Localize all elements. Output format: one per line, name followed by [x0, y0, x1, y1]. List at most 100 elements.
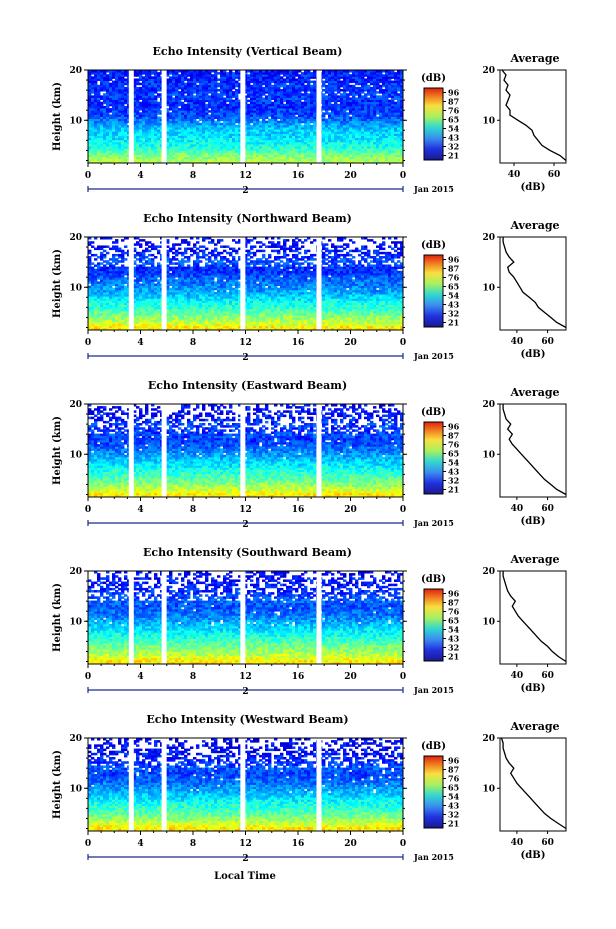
- x-tick-label: 0: [85, 171, 91, 181]
- x-tick-label: 16: [292, 171, 305, 181]
- day-label: 2: [242, 687, 248, 697]
- panel-title: Echo Intensity (Eastward Beam): [148, 379, 347, 392]
- x-tick-label: 0: [85, 839, 91, 849]
- y-axis-label: Height (km): [52, 750, 63, 819]
- avg-title: Average: [509, 553, 559, 566]
- avg-title: Average: [509, 52, 559, 65]
- month-year-label: Jan 2015: [413, 852, 454, 862]
- heatmap-cells: [88, 70, 403, 163]
- x-tick-label: 12: [239, 672, 252, 682]
- avg-frame: [500, 70, 566, 163]
- colorbar-tick-label: 21: [448, 819, 459, 829]
- x-tick-label: 8: [190, 505, 196, 515]
- x-tick-label: 0: [85, 505, 91, 515]
- day-label: 2: [242, 520, 248, 530]
- data-gap: [162, 571, 167, 664]
- colorbar: [424, 589, 443, 661]
- x-tick-label: 8: [190, 839, 196, 849]
- figure: Echo Intensity (Vertical Beam)2010Height…: [0, 0, 616, 929]
- heatmap-cells: [88, 237, 403, 330]
- avg-frame: [500, 738, 566, 831]
- panel-4: Echo Intensity (Westward Beam)2010Height…: [52, 713, 566, 864]
- y-axis-label: Height (km): [52, 249, 63, 318]
- data-gap: [317, 571, 322, 664]
- avg-profile-line: [502, 738, 567, 829]
- x-tick-label: 20: [344, 171, 357, 181]
- month-year-label: Jan 2015: [413, 518, 454, 528]
- x-tick-label: 0: [85, 672, 91, 682]
- avg-x-label: (dB): [521, 683, 546, 694]
- avg-y-tick-label: 10: [482, 283, 495, 293]
- y-tick-label: 10: [69, 116, 82, 126]
- data-gap: [240, 738, 245, 831]
- colorbar-unit: (dB): [421, 407, 446, 418]
- data-gap: [240, 571, 245, 664]
- avg-y-tick-label: 10: [482, 784, 495, 794]
- y-axis-label: Height (km): [52, 82, 63, 151]
- y-tick-label: 10: [69, 283, 82, 293]
- avg-x-label: (dB): [521, 182, 546, 193]
- avg-title: Average: [509, 386, 559, 399]
- x-tick-label: 12: [239, 338, 252, 348]
- y-tick-label: 20: [69, 233, 82, 243]
- avg-y-tick-label: 20: [482, 734, 495, 744]
- data-gap: [317, 738, 322, 831]
- avg-title: Average: [509, 720, 559, 733]
- x-tick-label: 4: [137, 672, 143, 682]
- avg-y-tick-label: 20: [482, 400, 495, 410]
- y-axis-label: Height (km): [52, 583, 63, 652]
- colorbar-unit: (dB): [421, 240, 446, 251]
- y-tick-label: 20: [69, 66, 82, 76]
- avg-profile-line: [503, 237, 566, 328]
- data-gap: [162, 70, 167, 163]
- panel-title: Echo Intensity (Northward Beam): [143, 212, 352, 225]
- panels-group: Echo Intensity (Vertical Beam)2010Height…: [52, 45, 566, 864]
- x-tick-label: 16: [292, 672, 305, 682]
- data-gap: [129, 70, 134, 163]
- avg-frame: [500, 571, 566, 664]
- panel-title: Echo Intensity (Southward Beam): [143, 546, 352, 559]
- x-tick-label: 0: [400, 171, 406, 181]
- avg-title: Average: [509, 219, 559, 232]
- colorbar-tick-label: 21: [448, 151, 459, 161]
- heatmap-cells: [88, 738, 403, 831]
- colorbar-unit: (dB): [421, 73, 446, 84]
- avg-x-tick-label: 60: [541, 838, 554, 848]
- x-tick-label: 8: [190, 672, 196, 682]
- avg-y-tick-label: 20: [482, 567, 495, 577]
- data-gap: [317, 237, 322, 330]
- avg-x-label: (dB): [521, 516, 546, 527]
- panel-3: Echo Intensity (Southward Beam)2010Heigh…: [52, 546, 566, 697]
- data-gap: [317, 404, 322, 497]
- day-label: 2: [242, 353, 248, 363]
- colorbar: [424, 255, 443, 327]
- avg-frame: [500, 237, 566, 330]
- data-gap: [129, 404, 134, 497]
- colorbar: [424, 756, 443, 828]
- panel-title: Echo Intensity (Westward Beam): [146, 713, 348, 726]
- heatmap-cells: [88, 404, 403, 497]
- x-tick-label: 12: [239, 505, 252, 515]
- colorbar-tick-label: 21: [448, 652, 459, 662]
- avg-y-tick-label: 10: [482, 116, 495, 126]
- data-gap: [162, 738, 167, 831]
- x-tick-label: 20: [344, 672, 357, 682]
- avg-x-tick-label: 40: [508, 170, 521, 180]
- x-tick-label: 4: [137, 505, 143, 515]
- day-label: 2: [242, 854, 248, 864]
- panel-1: Echo Intensity (Northward Beam) 20 10 Heigh…: [52, 212, 566, 363]
- avg-x-tick-label: 60: [541, 671, 554, 681]
- avg-profile-line: [503, 404, 566, 495]
- x-tick-label: 12: [239, 171, 252, 181]
- avg-x-tick-label: 60: [541, 504, 554, 514]
- data-gap: [129, 237, 134, 330]
- avg-profile-line: [503, 571, 566, 662]
- avg-y-tick-label: 10: [482, 617, 495, 627]
- x-tick-label: 4: [137, 171, 143, 181]
- colorbar-unit: (dB): [421, 741, 446, 752]
- x-tick-label: 8: [190, 171, 196, 181]
- avg-x-tick-label: 40: [511, 671, 524, 681]
- data-gap: [240, 70, 245, 163]
- x-tick-label: 20: [344, 505, 357, 515]
- x-tick-label: 0: [400, 839, 406, 849]
